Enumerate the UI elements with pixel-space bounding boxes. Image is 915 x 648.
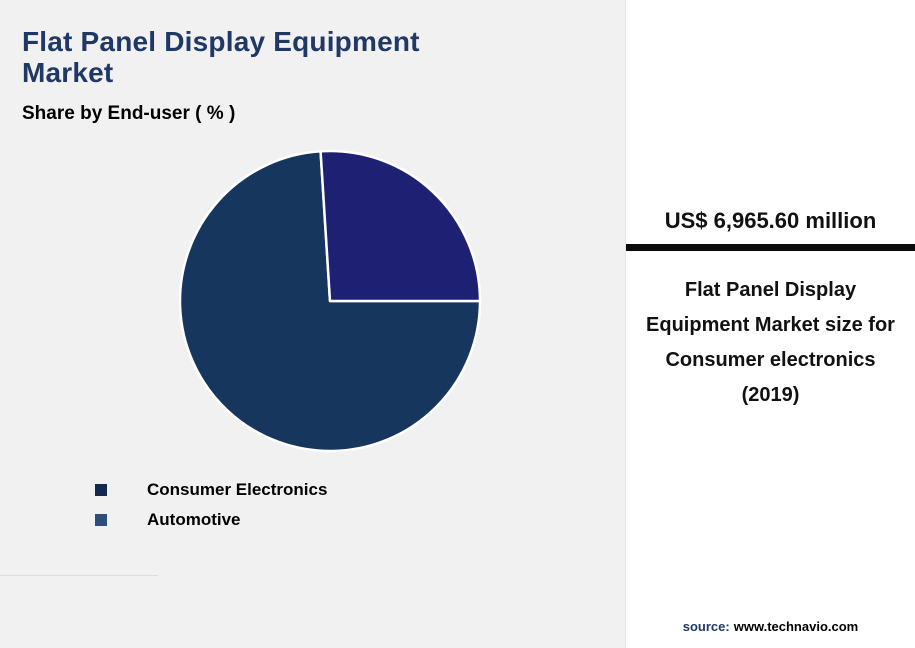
pie-slice-automotive — [319, 149, 482, 302]
stat-value: US$ 6,965.60 million — [664, 208, 877, 233]
chart-legend: Consumer Electronics Automotive — [95, 475, 625, 535]
stat-panel: US$ 6,965.60 million Flat Panel Display … — [625, 0, 915, 648]
source-label: source: — [682, 619, 730, 634]
legend-marker-automotive — [95, 513, 107, 526]
pie-chart — [170, 141, 490, 461]
legend-item-automotive: Automotive — [95, 505, 625, 535]
source-link: www.technavio.com — [733, 619, 859, 634]
chart-area: Flat Panel Display Equipment Market Shar… — [0, 26, 625, 576]
legend-label-consumer-electronics: Consumer Electronics — [147, 479, 328, 499]
stat-description: Flat Panel Display Equipment Market size… — [646, 279, 895, 406]
divider-bar — [626, 244, 915, 251]
legend-label-automotive: Automotive — [147, 509, 241, 529]
background-divider-line — [0, 575, 158, 576]
legend-marker-consumer-electronics — [95, 483, 107, 496]
pie-chart-svg — [178, 149, 482, 452]
legend-item-consumer-electronics: Consumer Electronics — [95, 475, 625, 505]
page-title: Flat Panel Display Equipment Market — [22, 26, 420, 89]
chart-subtitle: Share by End-user ( % ) — [22, 102, 236, 124]
source-line: source: www.technavio.com — [626, 619, 915, 634]
